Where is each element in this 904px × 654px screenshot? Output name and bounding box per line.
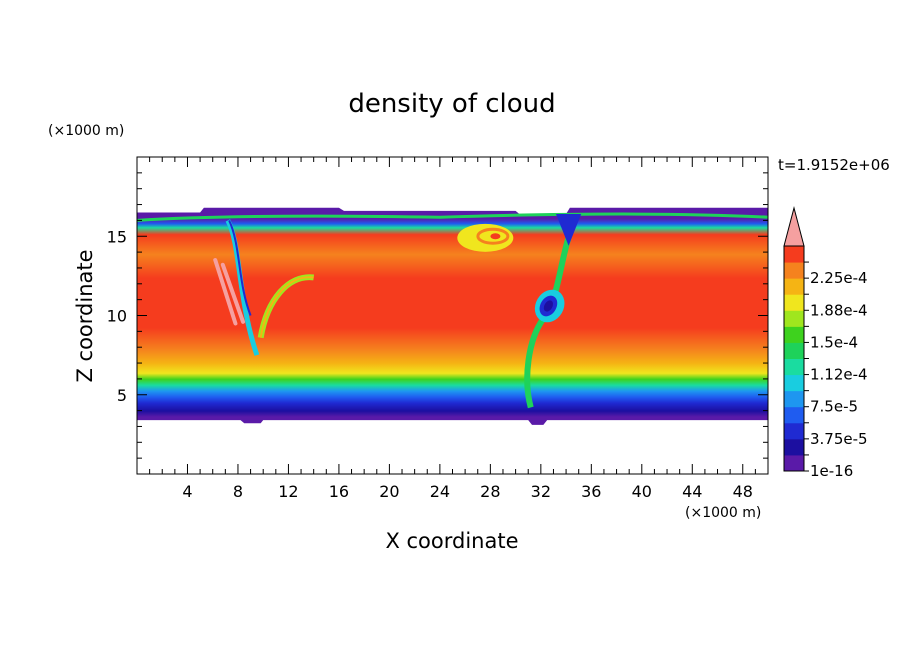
x-tick-label-10: 44 [682, 482, 702, 501]
colorbar-swatch-10 [784, 294, 804, 311]
x-axis: 4 8 12 16 20 24 28 32 36 40 44 48 [149, 157, 756, 501]
colorbar-swatch-12 [784, 262, 804, 279]
x-tick-label-3: 16 [329, 482, 349, 501]
colorbar-swatch-6 [784, 358, 804, 376]
x-tick-label-1: 8 [233, 482, 243, 501]
colorbar-label-4: 7.5e-5 [810, 398, 858, 416]
x-tick-label-9: 40 [632, 482, 652, 501]
colorbar: 1e-16 3.75e-5 7.5e-5 1.12e-4 1.5e-4 1.88e-4 2.… [783, 206, 868, 480]
x-tick-label-11: 48 [733, 482, 753, 501]
colorbar-label-10: 1.88e-4 [810, 301, 868, 319]
y-axis-label: Z coordinate [73, 249, 97, 382]
x-tick-label-5: 24 [430, 482, 450, 501]
left-downdraft [225, 219, 260, 356]
y-tick-label-1: 10 [107, 307, 127, 326]
colorbar-swatch-5 [784, 374, 804, 392]
x-tick-label-2: 12 [278, 482, 298, 501]
colorbar-swatch-9 [784, 310, 804, 327]
colorbar-label-8: 1.5e-4 [810, 333, 858, 351]
colorbar-swatch-4 [784, 390, 804, 408]
left-arm-core [259, 276, 314, 338]
density-field [137, 207, 768, 425]
colorbar-swatch-8 [784, 326, 804, 343]
top-vortex-core [490, 233, 501, 240]
left-streak-1 [220, 262, 246, 324]
x-tick-label-7: 32 [531, 482, 551, 501]
y-unit-label: (×1000 m) [48, 123, 124, 139]
left-downdraft-core [228, 219, 252, 316]
colorbar-label-0: 1e-16 [810, 462, 853, 480]
colorbar-swatch-1 [784, 438, 804, 456]
cloud-top-rim [137, 212, 768, 222]
top-notch [555, 214, 582, 246]
colorbar-label-12: 2.25e-4 [810, 269, 868, 287]
x-axis-label: X coordinate [385, 529, 518, 553]
x-unit-label: (×1000 m) [685, 505, 761, 521]
chart-title: density of cloud [348, 89, 555, 119]
time-label: t=1.9152e+06 [778, 156, 890, 174]
colorbar-swatch-13 [784, 246, 804, 263]
y-tick-label-0: 5 [117, 386, 127, 405]
top-vortex-ring [476, 227, 510, 245]
left-streak-0 [213, 258, 238, 326]
y-axis: 5 10 15 [107, 172, 768, 459]
colorbar-swatch-2 [784, 422, 804, 440]
colorbar-label-6: 1.12e-4 [810, 366, 868, 384]
colorbar-swatch-7 [784, 342, 804, 359]
colorbar-swatch-11 [784, 278, 804, 295]
colorbar-label-2: 3.75e-5 [810, 430, 868, 448]
colorbar-swatch-3 [784, 406, 804, 424]
y-tick-label-2: 15 [107, 227, 127, 246]
x-tick-label-8: 36 [581, 482, 601, 501]
x-tick-label-0: 4 [182, 482, 192, 501]
colorbar-swatch-0 [784, 454, 804, 472]
x-tick-label-6: 28 [480, 482, 500, 501]
right-vortex-core [543, 300, 553, 312]
top-vortex-outer [457, 223, 514, 252]
colorbar-extend-arrow [783, 206, 805, 247]
x-tick-label-4: 20 [379, 482, 399, 501]
